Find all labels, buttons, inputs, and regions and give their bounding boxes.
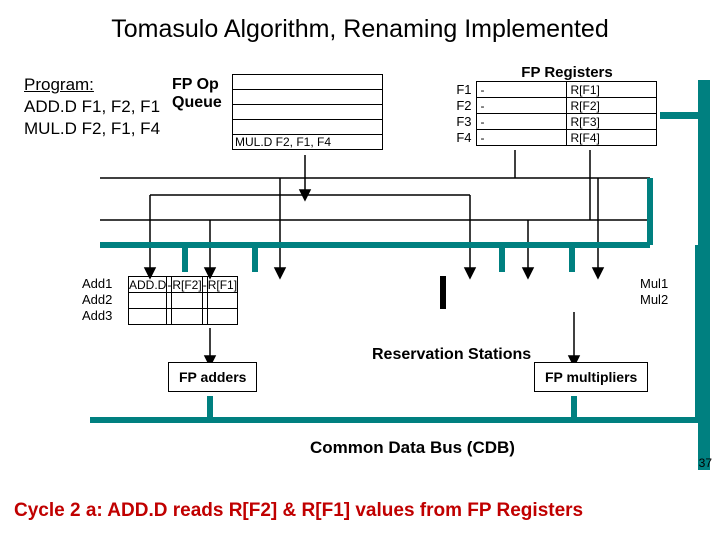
rs-cell [445, 293, 446, 309]
rs-cell [172, 309, 202, 325]
rs-add-label-1: Add1 [82, 276, 112, 291]
fpq-row [233, 75, 383, 90]
fp-registers: FP Registers F1-R[F1] F2-R[F2] F3-R[F3] … [452, 64, 682, 146]
fpq-row: MUL.D F2, F1, F4 [233, 135, 383, 150]
fp-op-queue-table: MUL.D F2, F1, F4 [232, 74, 383, 150]
fpr-reg: F2 [452, 98, 476, 114]
rs-cell [172, 293, 202, 309]
fp-multipliers-box: FP multipliers [534, 362, 648, 392]
fpr-val: R[F1] [566, 82, 656, 98]
fpr-reg: F3 [452, 114, 476, 130]
rs-add-label-2: Add2 [82, 292, 112, 307]
page-number: 37 [699, 456, 712, 470]
fpr-tag: - [476, 82, 566, 98]
rs-cell: - [202, 277, 207, 293]
program-line-1: ADD.D F1, F2, F1 [24, 97, 160, 116]
rs-cell: R[F1] [207, 277, 237, 293]
cdb-to-fpr [660, 112, 700, 119]
program-heading: Program: [24, 75, 94, 94]
rs-cell [207, 293, 237, 309]
rs-add-label-3: Add3 [82, 308, 112, 323]
cycle-text: Cycle 2 a: ADD.D reads R[F2] & R[F1] val… [14, 500, 583, 522]
cdb-bus-vertical [698, 80, 710, 470]
program-line-2: MUL.D F2, F1, F4 [24, 119, 160, 138]
fpr-tag: - [476, 130, 566, 146]
rs-cell [207, 309, 237, 325]
cdb-label: Common Data Bus (CDB) [310, 438, 515, 458]
slide-title: Tomasulo Algorithm, Renaming Implemented [0, 0, 720, 49]
rs-cell: R[F2] [172, 277, 202, 293]
fp-registers-title: FP Registers [452, 64, 682, 81]
fpr-reg: F4 [452, 130, 476, 146]
fpr-val: R[F4] [566, 130, 656, 146]
fp-adders-box: FP adders [168, 362, 257, 392]
rs-add-table: ADD.D-R[F2]-R[F1] [128, 276, 238, 325]
program-block: Program: ADD.D F1, F2, F1 MUL.D F2, F1, … [24, 74, 160, 140]
fp-op-queue: FP Op Queue MUL.D F2, F1, F4 [232, 74, 383, 150]
fpr-reg: F1 [452, 82, 476, 98]
fpq-row [233, 90, 383, 105]
rs-cell [129, 309, 167, 325]
rs-mul-label-2: Mul2 [640, 292, 668, 307]
fpr-tag: - [476, 98, 566, 114]
fpr-val: R[F2] [566, 98, 656, 114]
fp-op-queue-label: FP Op Queue [172, 76, 230, 112]
rs-cell: - [167, 277, 172, 293]
rs-mul-table [440, 276, 446, 309]
fpr-val: R[F3] [566, 114, 656, 130]
reservation-stations-label: Reservation Stations [362, 340, 541, 370]
fpq-row [233, 105, 383, 120]
fpr-tag: - [476, 114, 566, 130]
rs-mul-label-1: Mul1 [640, 276, 668, 291]
rs-cell [445, 277, 446, 293]
fp-registers-table: F1-R[F1] F2-R[F2] F3-R[F3] F4-R[F4] [452, 81, 657, 146]
fpq-row [233, 120, 383, 135]
rs-cell: ADD.D [129, 277, 167, 293]
rs-cell [129, 293, 167, 309]
